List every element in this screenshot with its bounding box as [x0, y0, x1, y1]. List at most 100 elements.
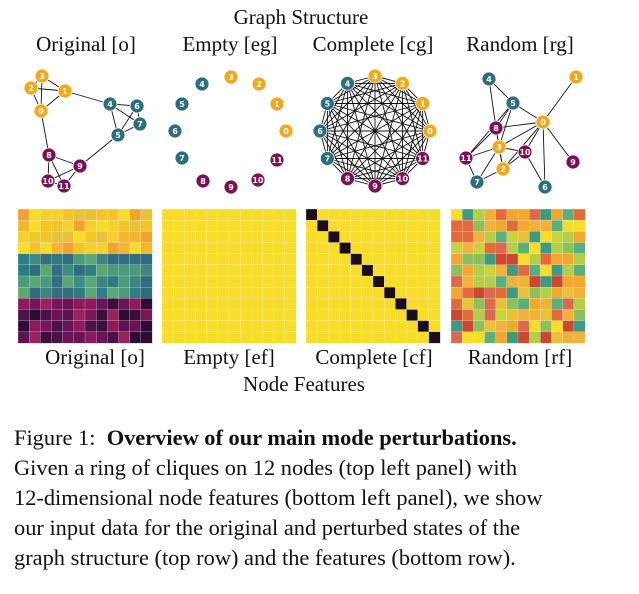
matrix-cell: [417, 309, 430, 322]
matrix-cell: [495, 298, 508, 310]
matrix-cell: [495, 309, 508, 322]
matrix-cell: [450, 298, 463, 310]
graph-structure-title: Graph Structure: [233, 5, 369, 29]
matrix-cell: [551, 242, 564, 255]
matrix-cell: [206, 208, 219, 221]
matrix-cell: [339, 208, 352, 221]
matrix-cell: [184, 275, 196, 288]
node: 10: [395, 171, 410, 187]
matrix-cell: [284, 320, 297, 333]
matrix-cell: [395, 208, 407, 221]
matrix-cell: [161, 242, 174, 255]
matrix-cell: [262, 253, 275, 266]
matrix-cell: [118, 208, 131, 221]
matrix-cell: [450, 253, 463, 266]
matrix-cell: [284, 275, 297, 288]
matrix-cell: [540, 298, 552, 310]
matrix-cell: [173, 231, 185, 243]
matrix-cell: [562, 208, 575, 221]
edge: [495, 121, 544, 129]
matrix-cell: [173, 242, 185, 255]
matrix-cell: [251, 231, 263, 243]
matrix-cell: [29, 231, 41, 243]
matrix-cell: [395, 331, 407, 344]
node-label: 7: [325, 155, 331, 164]
matrix-cell: [428, 264, 441, 277]
matrix-cell: [305, 331, 318, 344]
node: 11: [415, 151, 431, 166]
node: 0: [278, 123, 294, 139]
node: 5: [110, 127, 126, 143]
matrix-cell: [473, 208, 485, 221]
matrix-cell: [406, 331, 419, 344]
matrix-cell: [305, 264, 318, 277]
matrix-cell: [517, 298, 530, 310]
matrix-cell: [262, 287, 275, 299]
matrix-cell: [173, 275, 185, 288]
matrix-cell: [40, 208, 52, 221]
matrix-cell: [140, 287, 153, 299]
matrix-cell: [484, 298, 497, 310]
node-label: 7: [137, 120, 143, 129]
matrix-cell: [195, 208, 208, 221]
edge: [374, 75, 403, 179]
matrix-cell: [328, 275, 340, 288]
node: 3: [491, 139, 507, 155]
matrix-cell: [384, 220, 396, 232]
node-label: 6: [134, 102, 140, 111]
matrix-cell: [118, 298, 131, 310]
matrix-cell: [395, 253, 407, 266]
matrix-cell: [173, 208, 185, 221]
matrix-cell: [240, 253, 252, 266]
matrix-cell: [17, 320, 30, 333]
matrix-cell: [495, 320, 508, 333]
caption-line-1: Given a ring of cliques on 12 nodes (top…: [14, 455, 518, 480]
matrix-cell: [195, 309, 208, 322]
matrix-cell: [129, 208, 142, 221]
matrix-cell: [540, 231, 552, 243]
node: 7: [132, 116, 148, 132]
node-label: 0: [427, 127, 433, 136]
matrix-cell: [129, 287, 142, 299]
matrix-cell: [284, 253, 297, 266]
matrix-cell: [195, 298, 208, 310]
matrix-cell: [450, 331, 463, 344]
matrix-cell: [273, 264, 286, 277]
matrix-cell: [251, 331, 263, 344]
matrix-cell: [62, 242, 75, 255]
node-label: 0: [283, 127, 289, 136]
node: 4: [102, 96, 118, 112]
matrix-cell: [173, 287, 185, 299]
edge: [374, 75, 424, 159]
node: 7: [469, 174, 485, 190]
node-label: 7: [179, 154, 185, 163]
node-label: 8: [345, 175, 351, 184]
node-label: 0: [38, 107, 44, 116]
matrix-cell: [495, 208, 508, 221]
matrix-cell: [184, 264, 196, 277]
matrix-cell: [96, 220, 108, 232]
matrix-cell: [251, 253, 263, 266]
matrix-cell: [129, 242, 142, 255]
matrix-cell: [395, 275, 407, 288]
matrix-cell: [551, 331, 564, 344]
edge: [327, 103, 431, 132]
matrix-cell: [107, 331, 119, 344]
node-label: 1: [62, 87, 68, 96]
matrix-cell: [339, 298, 352, 310]
matrix-cell: [173, 220, 185, 232]
matrix-cell: [395, 264, 407, 277]
figure-caption: Figure 1: Overview of our main mode pert…: [14, 423, 626, 573]
graph-panel-complete: 0 1 2 3 4 5 6 7 8 9 10 11: [312, 68, 438, 194]
matrix-cell: [506, 287, 519, 299]
matrix-cell: [51, 275, 64, 288]
matrix-cell: [251, 275, 263, 288]
matrix-cell: [161, 264, 174, 277]
matrix-cell: [73, 242, 86, 255]
edge: [319, 103, 423, 132]
matrix-cell: [462, 298, 474, 310]
node-label: 5: [115, 131, 121, 140]
matrix-cell: [551, 253, 564, 266]
matrix-cell: [96, 320, 108, 333]
matrix-cell: [317, 220, 329, 232]
